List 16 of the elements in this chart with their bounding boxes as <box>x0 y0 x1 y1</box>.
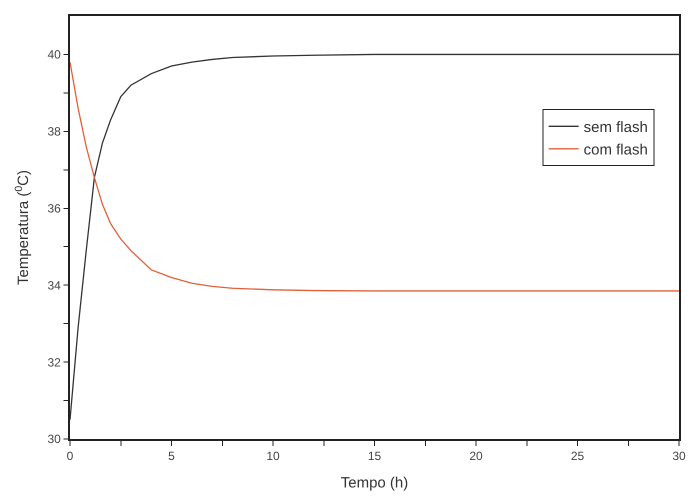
x-tick-label: 25 <box>570 449 584 464</box>
x-tick-label: 10 <box>266 449 280 464</box>
x-tick-label: 5 <box>168 449 176 464</box>
x-tick-label: 15 <box>368 449 382 464</box>
legend-label: com flash <box>584 142 648 159</box>
x-tick-label: 30 <box>672 449 686 464</box>
x-tick-label: 0 <box>66 449 74 464</box>
x-axis-title: Tempo (h) <box>340 474 408 492</box>
y-tick-label: 40 <box>47 48 62 62</box>
y-tick-label: 32 <box>47 355 62 370</box>
x-tick-label: 20 <box>469 449 483 464</box>
y-tick-label: 34 <box>47 278 62 292</box>
y-tick-label: 38 <box>47 124 62 139</box>
y-tick-label: 30 <box>47 432 62 446</box>
y-tick-label: 36 <box>47 201 62 216</box>
legend-label: sem flash <box>584 119 648 136</box>
